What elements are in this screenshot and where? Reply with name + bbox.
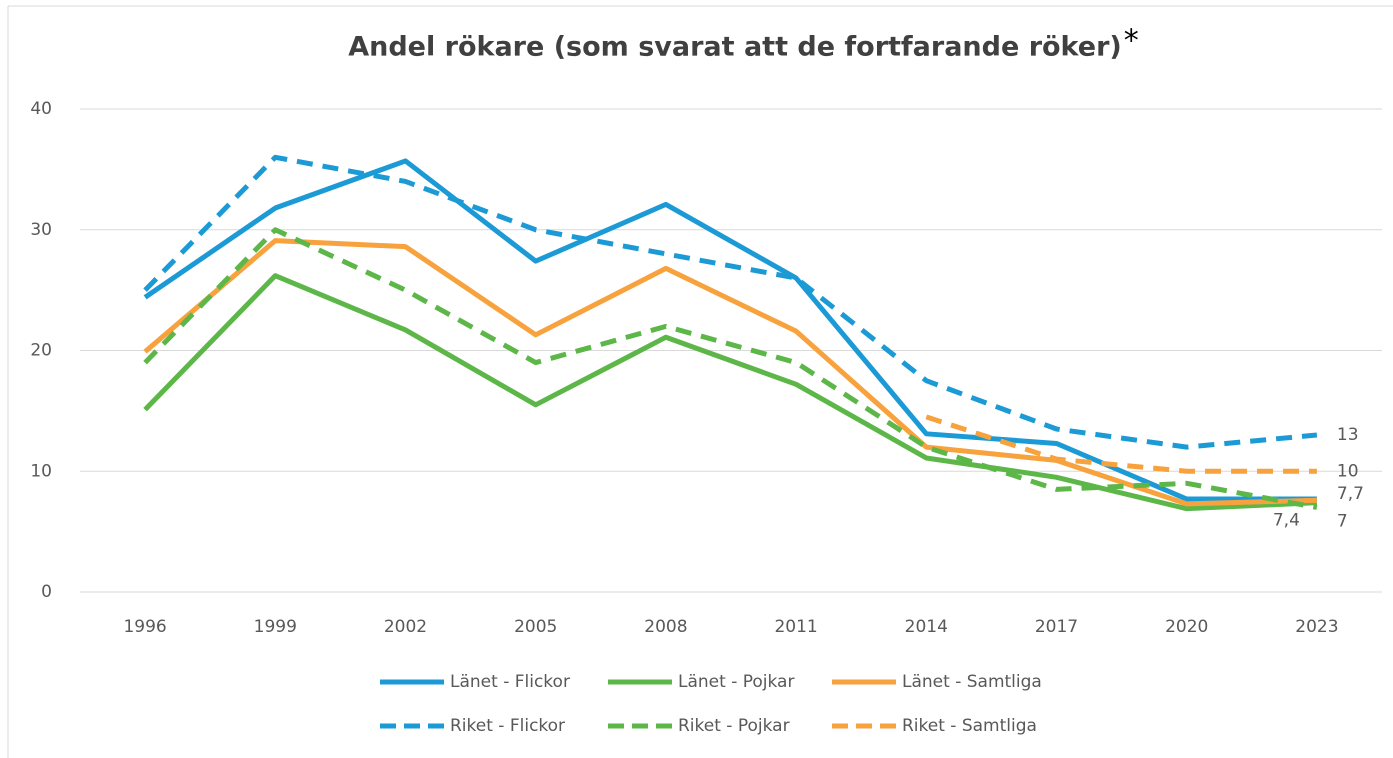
- series-line: [143, 154, 1318, 450]
- x-tick-label: 2005: [514, 617, 557, 637]
- data-label: 10: [1337, 461, 1359, 481]
- x-tick-label: 2008: [644, 617, 687, 637]
- series-line: [143, 227, 1318, 510]
- x-tick-label: 2020: [1165, 617, 1208, 637]
- legend-label: Länet - Samtliga: [902, 672, 1042, 692]
- y-tick-label: 20: [30, 341, 52, 361]
- series-line: [143, 238, 1317, 507]
- y-tick-label: 0: [41, 582, 52, 602]
- data-label: 7: [1337, 511, 1348, 531]
- x-tick-label: 2023: [1295, 617, 1338, 637]
- series-line: [143, 158, 1317, 502]
- legend-label: Länet - Flickor: [450, 672, 570, 692]
- x-tick-label: 2002: [384, 617, 427, 637]
- x-tick-label: 2011: [774, 617, 817, 637]
- title-mark: *: [1124, 24, 1139, 59]
- x-tick-label: 1996: [123, 617, 166, 637]
- series-line: [925, 414, 1317, 474]
- x-tick-label: 2017: [1035, 617, 1078, 637]
- x-tick-label: 1999: [254, 617, 297, 637]
- data-label: 7,7: [1337, 484, 1364, 504]
- legend-label: Länet - Pojkar: [678, 672, 794, 692]
- x-tick-label: 2014: [905, 617, 948, 637]
- y-tick-label: 30: [30, 220, 52, 240]
- legend-label: Riket - Pojkar: [678, 716, 790, 736]
- legend-label: Riket - Samtliga: [902, 716, 1037, 736]
- data-label: 13: [1337, 425, 1359, 445]
- y-tick-label: 10: [30, 461, 52, 481]
- series-line: [143, 273, 1318, 512]
- legend-label: Riket - Flickor: [450, 716, 565, 736]
- chart-title: Andel rökare (som svarat att de fortfara…: [348, 32, 1122, 63]
- y-tick-label: 40: [30, 99, 52, 119]
- data-label: 7,4: [1273, 511, 1300, 531]
